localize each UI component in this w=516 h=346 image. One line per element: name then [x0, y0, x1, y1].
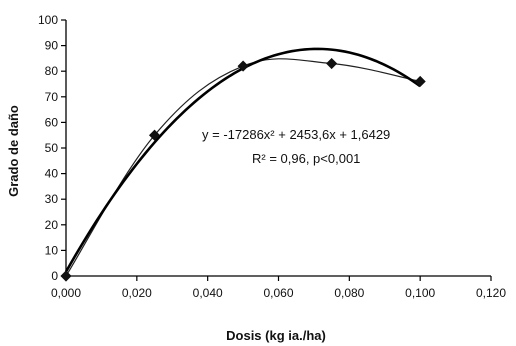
x-tick-label: 0,020 [122, 286, 152, 300]
fit-r2: R² = 0,96, p<0,001 [252, 151, 360, 166]
y-tick-label: 10 [45, 243, 59, 257]
data-markers [60, 57, 426, 282]
x-tick-label: 0,080 [334, 286, 364, 300]
x-axis-title: Dosis (kg ia./ha) [226, 328, 326, 343]
y-axis-title: Grado de daño [6, 105, 21, 197]
y-tick-label: 90 [45, 39, 59, 53]
x-tick-label: 0,100 [405, 286, 435, 300]
y-tick-label: 100 [38, 13, 58, 27]
data-point-diamond [326, 57, 338, 70]
y-tick-label: 70 [45, 90, 59, 104]
y-tick-label: 20 [45, 218, 59, 232]
y-tick-label: 50 [45, 141, 59, 155]
y-tick-label: 0 [51, 269, 58, 283]
fit-equation: y = -17286x² + 2453,6x + 1,6429 [202, 127, 390, 142]
x-tick-label: 0,120 [476, 286, 506, 300]
x-tick-label: 0,000 [51, 286, 81, 300]
y-tick-labels: 0 10 20 30 40 50 60 70 80 90 100 [38, 13, 58, 283]
fit-curve [64, 47, 421, 273]
series-line [65, 58, 421, 277]
data-point-diamond [60, 270, 72, 282]
data-point-diamond [237, 60, 249, 72]
y-tick-label: 80 [45, 64, 59, 78]
x-tick-labels: 0,000 0,020 0,040 0,060 0,080 0,100 0,120 [51, 286, 506, 300]
x-tick-label: 0,060 [263, 286, 293, 300]
y-tick-label: 40 [45, 167, 59, 181]
y-tick-label: 60 [45, 115, 59, 129]
x-tick-label: 0,040 [193, 286, 223, 300]
data-point-diamond [148, 129, 161, 141]
data-point-diamond [414, 75, 426, 88]
y-tick-label: 30 [45, 192, 59, 206]
